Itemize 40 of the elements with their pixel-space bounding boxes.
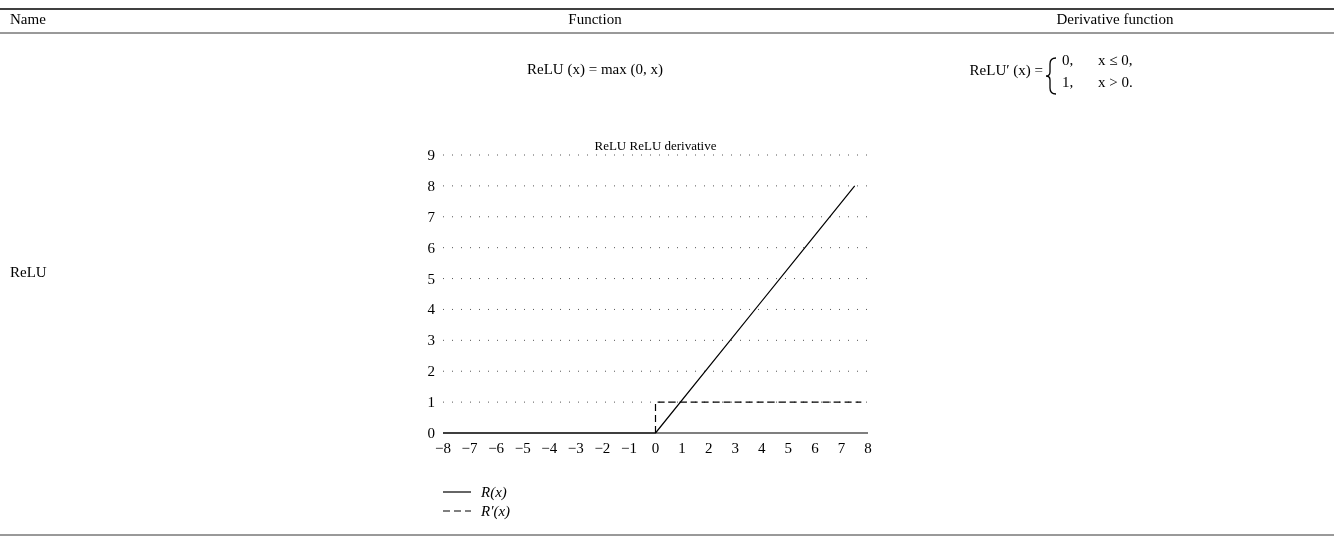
y-tick-label: 4 — [427, 301, 436, 318]
text: Derivative function — [1056, 11, 1175, 27]
x-tick-label: 6 — [811, 440, 820, 456]
y-tick-label: 3 — [427, 332, 435, 349]
y-tick-label: 0 — [427, 425, 435, 441]
y-tick-label: 6 — [427, 239, 436, 256]
text: 1, — [1062, 74, 1074, 90]
y-tick-label: 8 — [427, 177, 435, 194]
y-tick-label: 9 — [427, 147, 435, 163]
y-tick-label: 2 — [427, 363, 435, 380]
x-tick-label: −2 — [594, 440, 611, 456]
x-tick-label: 3 — [731, 440, 739, 456]
y-tick-label: 7 — [427, 208, 436, 225]
text: x ≤ 0, — [1098, 52, 1133, 68]
x-tick-label: −4 — [541, 440, 558, 456]
x-tick-label: 1 — [678, 440, 686, 456]
y-tick-label: 1 — [427, 394, 435, 411]
text: x > 0. — [1098, 74, 1133, 90]
x-tick-label: −1 — [620, 440, 637, 456]
x-tick-label: 8 — [864, 440, 872, 456]
x-tick-label: −3 — [567, 440, 584, 456]
text: ReLU′ (x) = — [969, 62, 1043, 79]
x-tick-label: −8 — [435, 440, 451, 456]
text: Name — [10, 11, 47, 27]
legend-label: R′(x) — [480, 503, 511, 520]
x-tick-label: 4 — [758, 440, 766, 456]
text: 0, — [1062, 52, 1074, 68]
chart-title: ReLU ReLU derivative — [594, 138, 717, 153]
x-tick-label: 5 — [784, 440, 793, 456]
x-tick-label: −5 — [514, 440, 531, 456]
y-tick-label: 5 — [427, 270, 435, 287]
text: ReLU (x) = max (0, x) — [527, 61, 663, 78]
text: Function — [568, 11, 623, 27]
x-tick-label: −6 — [488, 440, 505, 456]
legend-label: R(x) — [480, 484, 507, 501]
text: ReLU — [10, 264, 47, 280]
x-tick-label: 0 — [651, 440, 660, 456]
x-tick-label: −7 — [461, 440, 479, 456]
x-tick-label: 2 — [704, 440, 713, 456]
x-tick-label: 7 — [837, 440, 846, 456]
